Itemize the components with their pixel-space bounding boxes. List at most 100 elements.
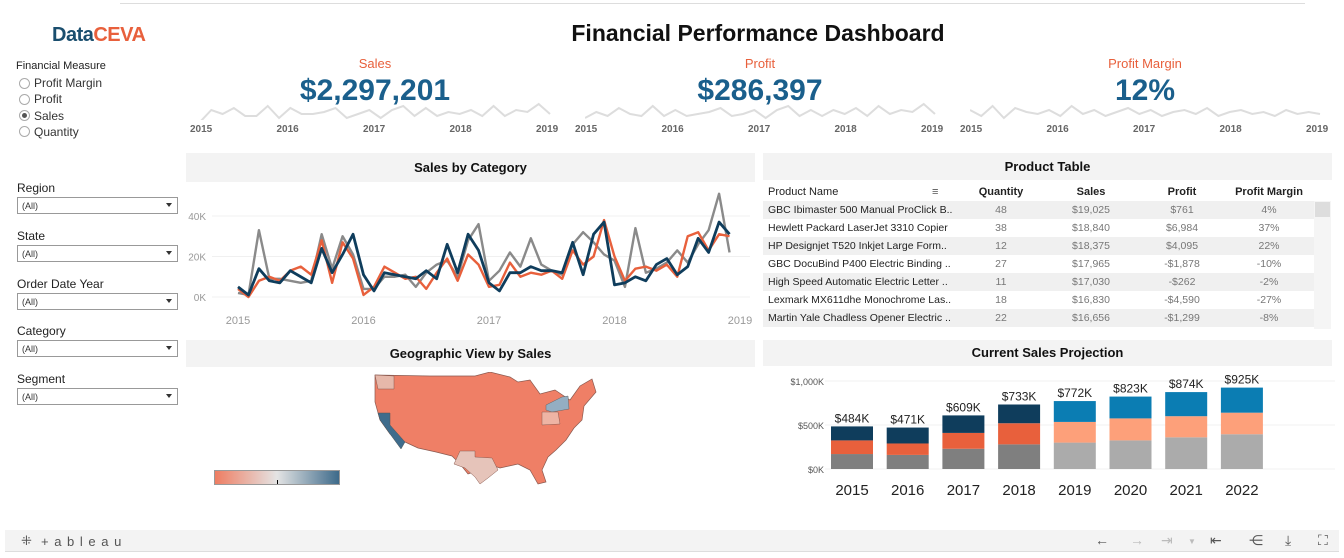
segment-filter-label: Segment — [17, 372, 66, 387]
order-date-year-filter-dropdown[interactable]: (All) — [17, 292, 178, 310]
table-scrollbar[interactable] — [1314, 201, 1331, 329]
tableau-toolbar: ⁜ + a b l e a u ← → ⇥ ▼ ⇤ ⋲ ⤓ ⛶ — [5, 530, 1339, 552]
region-filter-dropdown[interactable]: (All) — [17, 197, 178, 214]
state-pennsylvania[interactable] — [541, 411, 561, 426]
bar-segment[interactable] — [1109, 440, 1152, 469]
segment-filter-dropdown[interactable]: (All) — [17, 388, 178, 406]
revert-icon[interactable]: ⇥ — [1161, 532, 1173, 548]
table-row[interactable]: GBC DocuBind P400 Electric Binding .. 27 $… — [763, 255, 1314, 273]
radio-circle-icon[interactable] — [19, 110, 30, 122]
bar-segment[interactable] — [942, 448, 985, 469]
scrollbar-thumb[interactable] — [1315, 202, 1330, 217]
dropdown-value: (All) — [22, 201, 38, 211]
bar-segment[interactable] — [1220, 412, 1263, 435]
category-filter-dropdown[interactable]: (All) — [17, 340, 178, 358]
bar-segment[interactable] — [831, 426, 873, 441]
x-tick-label: 2021 — [1170, 482, 1203, 499]
category-filter-label: Category — [17, 324, 66, 339]
cell-sales: $19,025 — [1072, 204, 1110, 216]
bar-segment[interactable] — [886, 443, 929, 455]
bar-segment[interactable] — [942, 415, 985, 433]
radio-quantity[interactable]: Quantity — [19, 125, 79, 139]
table-row[interactable]: HP Designjet T520 Inkjet Large Form.. 12 $… — [763, 237, 1314, 255]
table-row[interactable]: Hewlett Packard LaserJet 3310 Copier 38 $1… — [763, 219, 1314, 237]
bar-total-label: $874K — [1169, 377, 1204, 391]
chevron-down-icon — [166, 298, 172, 303]
fullscreen-icon[interactable]: ⛶ — [1318, 532, 1328, 548]
cell-product-name: GBC Ibimaster 500 Manual ProClick B.. — [768, 204, 953, 216]
table-row[interactable]: High Speed Automatic Electric Letter .. 1… — [763, 273, 1314, 291]
table-row[interactable]: Lexmark MX611dhe Monochrome Las.. 18 $16,8… — [763, 291, 1314, 309]
cell-product-name: Hewlett Packard LaserJet 3310 Copier — [768, 222, 948, 234]
radio-profit-margin[interactable]: Profit Margin — [19, 76, 102, 90]
dropdown-value: (All) — [22, 296, 38, 307]
table-row[interactable]: GBC Ibimaster 500 Manual ProClick B.. 48 $… — [763, 201, 1314, 219]
bar-segment[interactable] — [886, 427, 929, 444]
bar-segment[interactable] — [1109, 396, 1152, 419]
col-profit-margin[interactable]: Profit Margin — [1235, 186, 1303, 198]
bar-segment[interactable] — [1053, 421, 1096, 443]
state-california[interactable] — [377, 412, 406, 450]
bar-segment[interactable] — [998, 423, 1041, 445]
radio-circle-icon[interactable] — [19, 126, 30, 138]
y-tick-label: $0K — [808, 465, 824, 475]
kpi-sparkline[interactable] — [585, 94, 945, 120]
state-filter-label: State — [17, 228, 46, 243]
col-profit[interactable]: Profit — [1167, 186, 1197, 198]
bar-segment[interactable] — [1220, 434, 1263, 469]
cell-profit-margin: -10% — [1256, 258, 1282, 270]
chevron-down-icon — [166, 346, 172, 351]
kpi-year-label: 2017 — [363, 124, 386, 135]
revert-dropdown-icon[interactable]: ▼ — [1188, 537, 1196, 546]
bar-segment[interactable] — [1109, 418, 1152, 441]
redo-icon[interactable]: → — [1130, 532, 1144, 548]
bar-segment[interactable] — [1220, 387, 1263, 413]
state-new-york[interactable] — [545, 395, 570, 413]
share-icon[interactable]: ⋲ — [1249, 532, 1263, 548]
col-product-name[interactable]: Product Name — [768, 186, 839, 198]
kpi-year-label: 2017 — [748, 124, 771, 135]
series-line-1[interactable] — [237, 218, 730, 299]
bar-segment[interactable] — [1053, 442, 1096, 469]
kpi-sparkline[interactable] — [970, 94, 1330, 120]
bar-segment[interactable] — [998, 404, 1041, 424]
us-map[interactable] — [370, 372, 600, 497]
table-row[interactable]: Martin Yale Chadless Opener Electric .. 2… — [763, 309, 1314, 327]
series-line-2[interactable] — [237, 220, 731, 297]
bar-segment[interactable] — [1165, 437, 1208, 469]
radio-circle-icon[interactable] — [19, 77, 30, 89]
radio-profit[interactable]: Profit — [19, 92, 62, 106]
bar-segment[interactable] — [1053, 401, 1096, 422]
kpi-title: Sales — [358, 56, 392, 71]
bar-segment[interactable] — [886, 454, 929, 469]
kpi-sparkline[interactable] — [200, 94, 560, 120]
radio-circle-icon[interactable] — [19, 93, 30, 105]
bar-segment[interactable] — [831, 440, 873, 455]
download-icon[interactable]: ⤓ — [1285, 532, 1292, 548]
bar-segment[interactable] — [998, 444, 1041, 469]
bar-segment[interactable] — [1165, 416, 1208, 438]
chevron-down-icon — [166, 250, 172, 255]
projection-chart[interactable]: $0K $500K $1,000K $484K 2015 $471K 2016 $609K 20… — [760, 366, 1344, 506]
state-washington[interactable] — [374, 374, 395, 390]
state-filter-dropdown[interactable]: (All) — [17, 244, 178, 262]
col-quantity[interactable]: Quantity — [978, 186, 1024, 198]
kpi-year-label: 2019 — [1306, 124, 1329, 135]
bar-segment[interactable] — [942, 432, 985, 449]
tableau-brand[interactable]: + a b l e a u — [41, 534, 123, 549]
bar-segment[interactable] — [831, 454, 873, 469]
us-map-body[interactable] — [374, 372, 597, 485]
state-texas[interactable] — [453, 450, 499, 485]
bar-segment[interactable] — [1165, 392, 1208, 417]
radio-sales[interactable]: Sales — [19, 109, 64, 123]
kpi-year-label: 2019 — [921, 124, 944, 135]
x-tick-label: 2019 — [1058, 482, 1091, 499]
kpi-value: $2,297,201 — [299, 74, 451, 107]
cell-profit: -$4,590 — [1164, 294, 1200, 306]
col-sales[interactable]: Sales — [1076, 186, 1106, 198]
sort-icon[interactable]: ≡ — [932, 186, 939, 198]
sales-by-category-chart[interactable]: 0K 20K 40K 2015 2016 2017 2018 2019 — [0, 0, 760, 335]
undo-icon[interactable]: ← — [1095, 532, 1109, 548]
cell-product-name: High Speed Automatic Electric Letter .. — [768, 276, 948, 288]
reset-icon[interactable]: ⇤ — [1210, 532, 1222, 548]
